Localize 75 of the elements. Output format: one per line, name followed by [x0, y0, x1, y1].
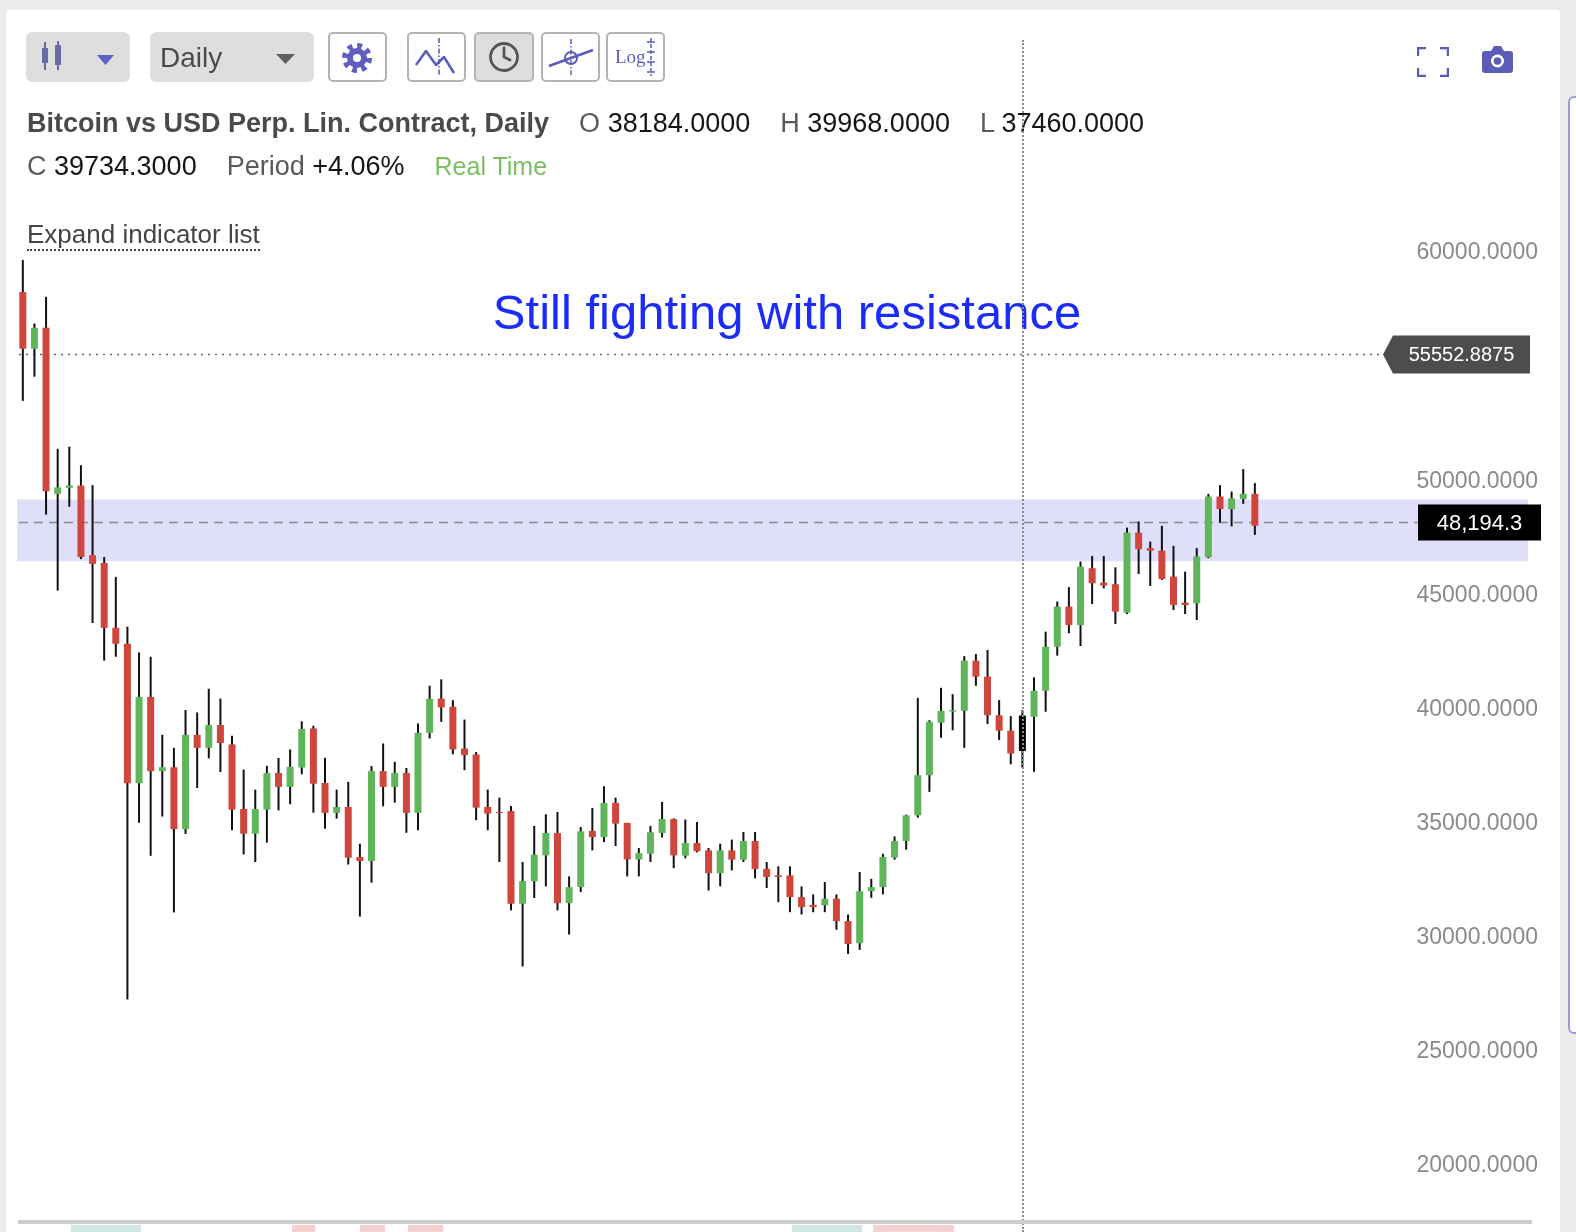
candlestick: [681, 818, 689, 860]
candlestick: [728, 838, 736, 872]
candlestick: [112, 575, 120, 658]
candlestick: [705, 847, 713, 892]
y-tick-label: 45000.0000: [1416, 580, 1538, 607]
y-tick-label: 50000.0000: [1416, 466, 1538, 493]
candlestick: [495, 796, 503, 863]
candlestick: [286, 748, 294, 806]
candlestick: [821, 881, 829, 914]
candlestick: [519, 860, 527, 968]
candlestick: [460, 718, 468, 772]
candlestick: [1100, 554, 1108, 590]
candlestick: [216, 697, 224, 774]
candlestick: [739, 831, 747, 863]
candlestick: [972, 653, 980, 687]
candlestick: [995, 699, 1003, 742]
y-tick-label: 20000.0000: [1416, 1151, 1538, 1178]
candlestick: [333, 788, 341, 820]
chart-title: Bitcoin vs USD Perp. Lin. Contract, Daily: [27, 107, 550, 140]
candlestick: [30, 322, 38, 378]
candlestick: [716, 842, 724, 888]
text: Daily: [160, 41, 223, 75]
text: L 37460.0000: [979, 108, 1145, 138]
annotation: Still fighting with resistance: [492, 284, 1082, 340]
candlestick: [158, 733, 166, 818]
candlestick: [844, 913, 852, 955]
candlestick: [205, 687, 213, 760]
candlestick: [1228, 490, 1236, 528]
candlestick: [1135, 520, 1143, 575]
candlestick: [798, 885, 806, 916]
candlestick: [379, 742, 387, 808]
y-tick-label: 30000.0000: [1416, 923, 1538, 950]
text: Real Time: [434, 151, 548, 182]
text: C 39734.3000: [27, 151, 197, 181]
y-tick-label: 40000.0000: [1416, 694, 1538, 721]
candlestick: [646, 824, 654, 863]
text: O 38184.0000: [579, 108, 751, 138]
text: Log: [615, 46, 646, 68]
candlestick: [1007, 715, 1015, 766]
candlestick: [867, 877, 875, 899]
candlestick: [437, 678, 445, 723]
candlestick: [1239, 468, 1247, 505]
candlestick: [774, 865, 782, 904]
candlestick: [1216, 484, 1224, 524]
candlestick: [89, 484, 97, 624]
candlestick: [54, 447, 62, 592]
ref-line-label: 55552.8875: [1408, 343, 1515, 366]
y-tick-label: 25000.0000: [1416, 1037, 1538, 1064]
candlestick: [275, 756, 283, 812]
candlestick: [937, 686, 945, 739]
y-tick-label: 60000.0000: [1416, 238, 1538, 265]
candlestick: [949, 693, 957, 732]
candlestick: [565, 875, 573, 936]
candlestick: [658, 800, 666, 839]
candlestick: [588, 806, 596, 852]
candlestick: [193, 711, 201, 790]
ref-line-label: 48,194.3: [1436, 509, 1523, 535]
candlestick: [763, 860, 771, 889]
candlestick: [391, 760, 399, 804]
candlestick: [612, 796, 620, 847]
candlestick: [693, 821, 701, 854]
candlestick: [891, 835, 899, 861]
y-tick-label: 35000.0000: [1416, 808, 1538, 835]
text: Expand indicator list: [27, 219, 260, 251]
candlestick: [1146, 540, 1154, 588]
candlestick: [1065, 586, 1073, 635]
candlestick: [484, 788, 492, 832]
candlestick: [832, 893, 840, 931]
candlestick: [635, 847, 643, 878]
candlestick: [786, 865, 794, 914]
candlestick: [356, 842, 364, 918]
text: H 39968.0000: [780, 108, 950, 138]
candlestick: [542, 813, 550, 888]
text: Period +4.06%: [226, 151, 405, 181]
candlestick: [1088, 554, 1096, 606]
